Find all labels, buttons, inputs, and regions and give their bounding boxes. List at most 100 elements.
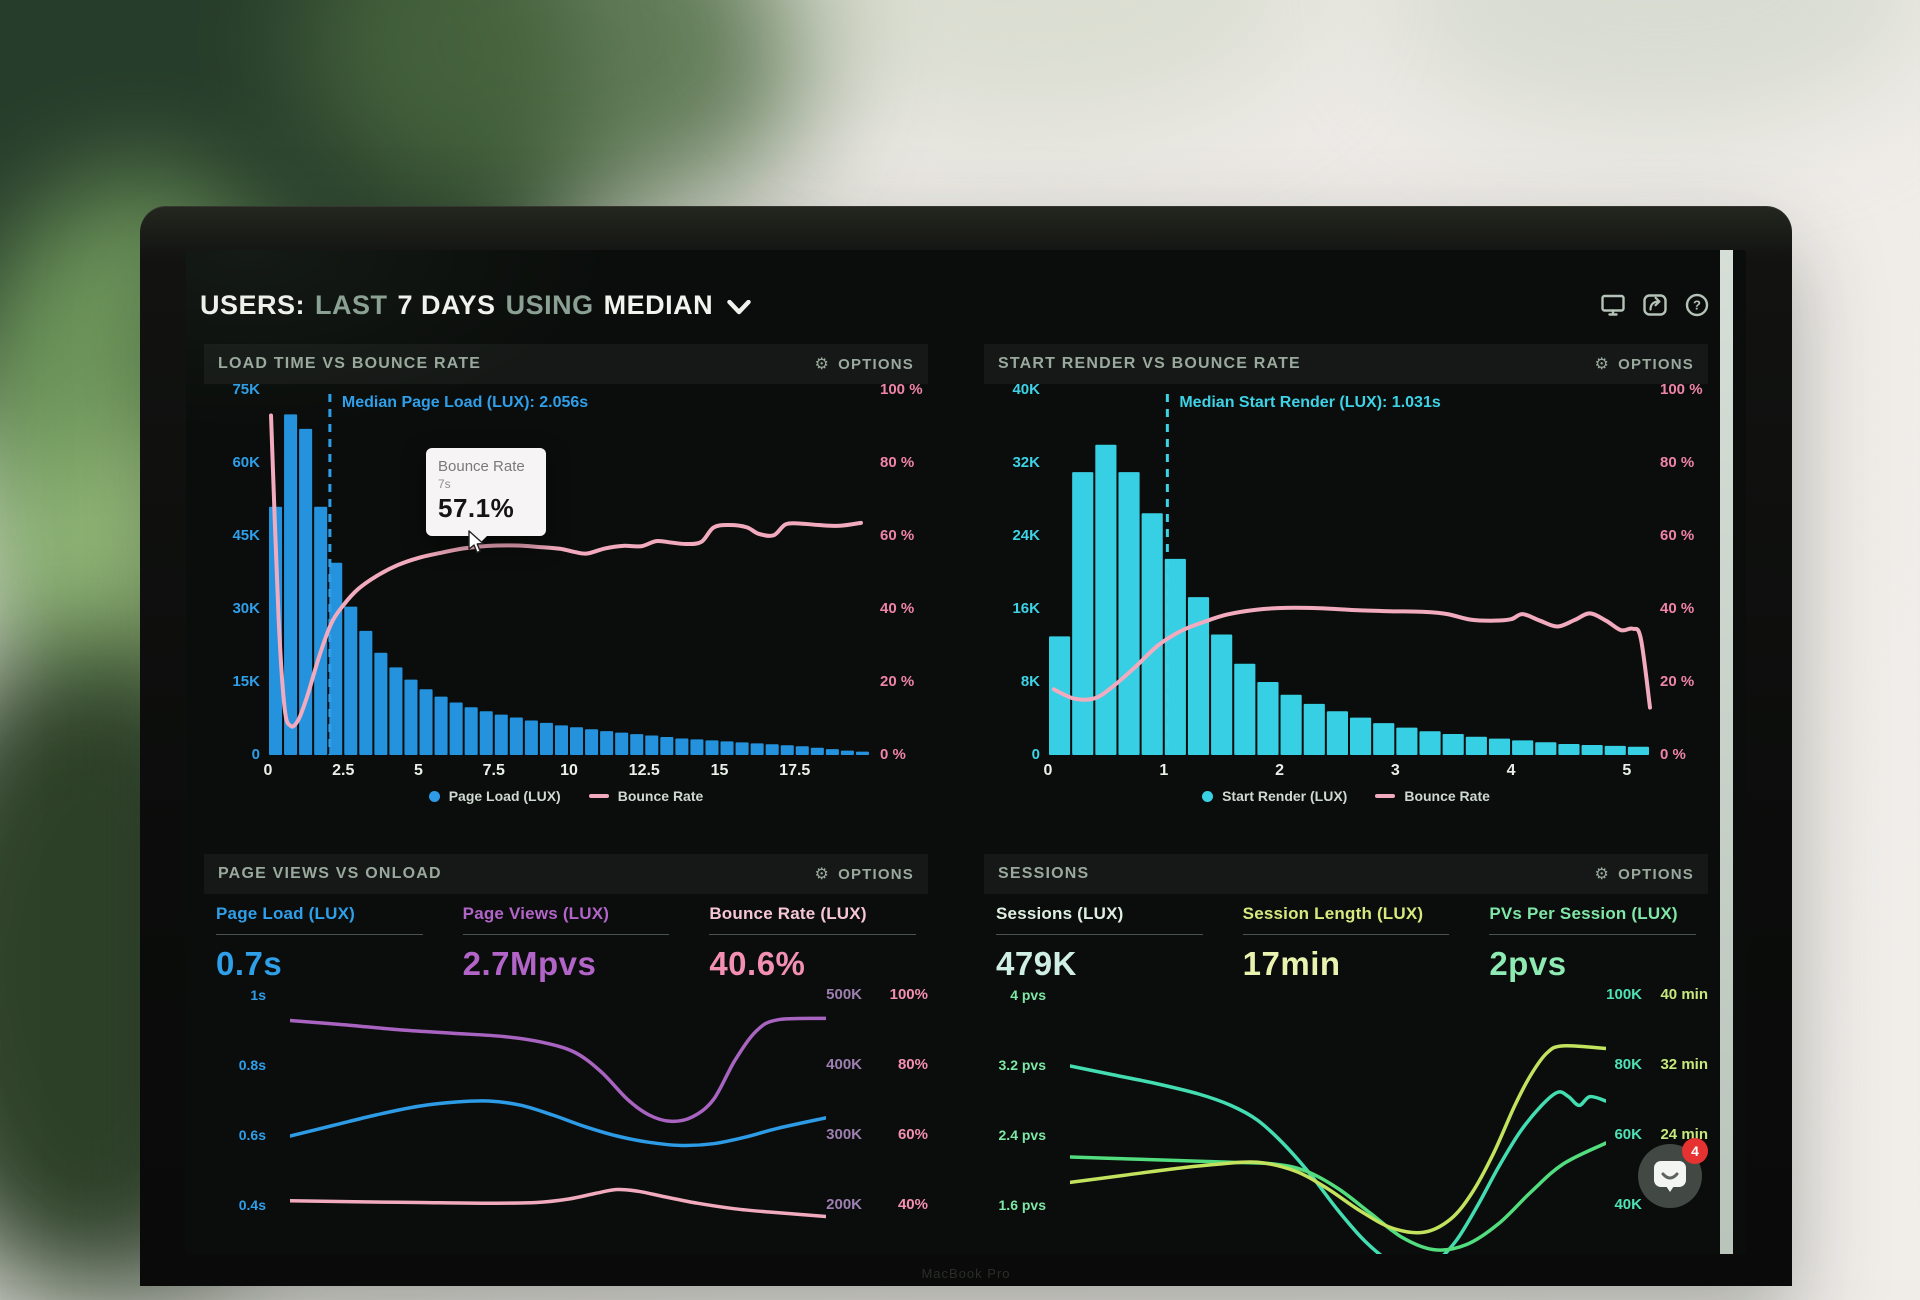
metric-divider	[1242, 934, 1450, 935]
metrics-row: Page Load (LUX) 0.7s Page Views (LUX) 2.…	[216, 904, 916, 983]
chat-bubble-icon	[1654, 1161, 1686, 1192]
legend-item[interactable]: Bounce Rate	[1375, 788, 1490, 804]
metric-value: 17min	[1242, 945, 1341, 982]
chart-tooltip: Bounce Rate 7s 57.1%	[426, 448, 546, 545]
panel-title: START RENDER VS BOUNCE RATE	[998, 355, 1301, 372]
metric-value: 2.7Mpvs	[462, 945, 597, 982]
panel-titlebar: PAGE VIEWS VS ONLOAD ⚙ OPTIONS	[204, 854, 928, 894]
legend-line	[588, 794, 609, 798]
gear-icon: ⚙	[1594, 866, 1611, 883]
title-part: USING	[505, 289, 594, 320]
options-label: OPTIONS	[1618, 355, 1694, 373]
laptop-brand-label: MacBook Pro	[921, 1266, 1011, 1281]
legend-item[interactable]: Bounce Rate	[588, 788, 703, 804]
options-label: OPTIONS	[838, 355, 914, 373]
legend-item[interactable]: Page Load (LUX)	[428, 788, 561, 804]
panel-page-views-vs-onload: PAGE VIEWS VS ONLOAD ⚙ OPTIONS Page Load…	[204, 854, 928, 1254]
tooltip-title: Bounce Rate	[438, 458, 525, 475]
legend-line	[1375, 794, 1396, 798]
metric-label: Page Load (LUX)	[216, 904, 356, 923]
share-icon[interactable]	[1642, 292, 1668, 318]
chevron-down-icon	[727, 299, 751, 314]
panel-title: LOAD TIME VS BOUNCE RATE	[218, 355, 482, 372]
panel-sessions: SESSIONS ⚙ OPTIONS Sessions (LUX) 479K S…	[984, 854, 1708, 1254]
metric-value: 2pvs	[1489, 945, 1567, 982]
options-button[interactable]: ⚙ OPTIONS	[815, 354, 914, 374]
x-axis-labels: 0 2.5 5 7.5 10 12.5 15 17.5	[263, 762, 811, 779]
metric-label: PVs Per Session (LUX)	[1489, 904, 1678, 923]
metric-sessions: Sessions (LUX) 479K	[996, 904, 1203, 983]
legend-label: Start Render (LUX)	[1222, 788, 1348, 804]
metric-divider	[216, 934, 423, 935]
median-annotation: Median Start Render (LUX): 1.031s	[1179, 394, 1441, 411]
options-button[interactable]: ⚙ OPTIONS	[815, 864, 914, 884]
metric-divider	[1489, 934, 1696, 935]
legend-dot	[428, 790, 440, 802]
y-axis-left-labels: 1s 0.8s 0.6s 0.4s	[238, 987, 266, 1213]
metric-value: 40.6%	[709, 945, 806, 982]
metric-label: Page Views (LUX)	[462, 904, 610, 923]
page-views-onload-chart[interactable]	[290, 990, 826, 1254]
metric-label: Bounce Rate (LUX)	[709, 904, 867, 923]
svg-text:?: ?	[1693, 298, 1701, 313]
title-part: USERS:	[200, 289, 306, 320]
y-axis-left-labels: 40K 32K 24K 16K 8K 0	[1012, 381, 1040, 763]
header-icons: ?	[1600, 292, 1710, 318]
background-wall-blur	[760, 0, 1320, 130]
metric-pvs-per-session: PVs Per Session (LUX) 2pvs	[1489, 904, 1696, 983]
chart-legend: Start Render (LUX) Bounce Rate	[984, 788, 1708, 804]
gear-icon: ⚙	[1594, 356, 1611, 373]
tooltip-subtitle: 7s	[438, 477, 451, 491]
y-axis-left-labels: 75K 60K 45K 30K 15K 0	[232, 381, 260, 763]
start-render-chart[interactable]	[1048, 390, 1652, 755]
chat-launcher-button[interactable]: 4	[1638, 1138, 1708, 1208]
y-axis-right-labels: 100K 40 min 80K 32 min 60K 24 min 40K	[1606, 986, 1708, 1213]
panel-titlebar: LOAD TIME VS BOUNCE RATE ⚙ OPTIONS	[204, 344, 928, 384]
metric-divider	[462, 934, 670, 935]
panel-title: SESSIONS	[998, 865, 1090, 882]
legend-item[interactable]: Start Render (LUX)	[1202, 788, 1347, 804]
y-axis-left-labels: 4 pvs 3.2 pvs 2.4 pvs 1.6 pvs	[998, 987, 1046, 1213]
laptop-bezel: USERS: LAST 7 DAYS USING MEDIAN ?	[140, 206, 1792, 1286]
metric-divider	[996, 934, 1203, 935]
options-label: OPTIONS	[1618, 865, 1694, 883]
panel-load-time-vs-bounce-rate: LOAD TIME VS BOUNCE RATE ⚙ OPTIONS 75K 60…	[204, 344, 928, 814]
display-icon[interactable]	[1600, 292, 1626, 318]
title-part: LAST	[315, 289, 388, 320]
panel-titlebar: START RENDER VS BOUNCE RATE ⚙ OPTIONS	[984, 344, 1708, 384]
timeframe-dropdown[interactable]: USERS: LAST 7 DAYS USING MEDIAN	[200, 290, 751, 321]
chart-legend: Page Load (LUX) Bounce Rate	[204, 788, 928, 804]
options-button[interactable]: ⚙ OPTIONS	[1595, 354, 1694, 374]
metric-bounce-rate: Bounce Rate (LUX) 40.6%	[709, 904, 916, 983]
sessions-chart[interactable]	[1070, 990, 1606, 1254]
load-time-chart[interactable]	[268, 390, 870, 755]
median-annotation: Median Page Load (LUX): 2.056s	[341, 394, 589, 411]
dashboard-header: USERS: LAST 7 DAYS USING MEDIAN ?	[200, 282, 1710, 328]
panel-title: PAGE VIEWS VS ONLOAD	[218, 865, 442, 882]
metric-page-views: Page Views (LUX) 2.7Mpvs	[462, 904, 670, 983]
scrollbar[interactable]	[1720, 250, 1733, 1254]
metrics-row: Sessions (LUX) 479K Session Length (LUX)…	[996, 904, 1696, 983]
legend-label: Bounce Rate	[1404, 788, 1490, 804]
title-part: 7 DAYS	[397, 289, 496, 320]
metric-value: 479K	[996, 945, 1077, 982]
laptop-screen: USERS: LAST 7 DAYS USING MEDIAN ?	[186, 250, 1746, 1254]
metric-label: Sessions (LUX)	[996, 904, 1124, 923]
y-axis-right-labels: 100 % 80 % 60 % 40 % 20 % 0 %	[880, 381, 923, 763]
title-part: MEDIAN	[603, 289, 714, 320]
panel-titlebar: SESSIONS ⚙ OPTIONS	[984, 854, 1708, 894]
help-icon[interactable]: ?	[1684, 292, 1710, 318]
metric-page-load: Page Load (LUX) 0.7s	[216, 904, 423, 983]
metric-session-length: Session Length (LUX) 17min	[1242, 904, 1450, 983]
gear-icon: ⚙	[814, 356, 831, 373]
gear-icon: ⚙	[814, 866, 831, 883]
legend-dot	[1202, 790, 1214, 802]
options-button[interactable]: ⚙ OPTIONS	[1595, 864, 1694, 884]
panel-start-render-vs-bounce-rate: START RENDER VS BOUNCE RATE ⚙ OPTIONS 40…	[984, 344, 1708, 814]
metric-divider	[709, 934, 916, 935]
y-axis-right-labels: 500K 100% 400K 80% 300K 60% 200K 40%	[826, 986, 928, 1213]
tooltip-value: 57.1%	[438, 493, 515, 523]
background-wall-blur	[1380, 0, 1920, 130]
cursor-pointer-icon	[468, 530, 484, 554]
